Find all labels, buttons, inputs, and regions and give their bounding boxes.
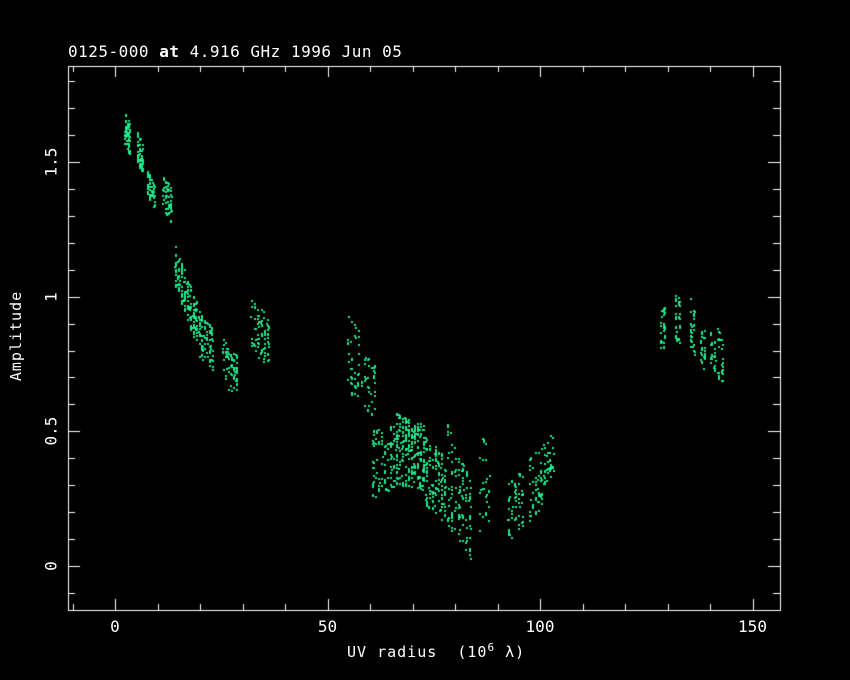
title-freq-date: 4.916 GHz 1996 Jun 05	[179, 42, 403, 61]
x-axis-label-text: UV radius (10	[347, 643, 488, 661]
y-axis-label: Amplitude	[7, 290, 25, 382]
y-tick-label-0: 0	[41, 561, 61, 571]
x-axis-label: UV radius (106 λ)	[347, 641, 525, 661]
x-tick-label-0: 0	[110, 617, 120, 636]
y-tick-label-0.5: 0.5	[41, 416, 61, 446]
x-tick-label-50: 50	[317, 617, 338, 636]
plot-title: 0125-000 at 4.916 GHz 1996 Jun 05	[68, 42, 402, 61]
x-tick-label-150: 150	[738, 617, 767, 636]
x-tick-label-100: 100	[525, 617, 555, 636]
title-source: 0125-000	[68, 42, 160, 61]
title-at: at	[159, 42, 180, 61]
x-axis-label-exponent: 6	[487, 641, 496, 654]
x-axis-label-lambda: λ)	[495, 643, 526, 661]
y-tick-label-1.5: 1.5	[41, 147, 61, 177]
y-tick-label-1: 1	[41, 291, 61, 302]
